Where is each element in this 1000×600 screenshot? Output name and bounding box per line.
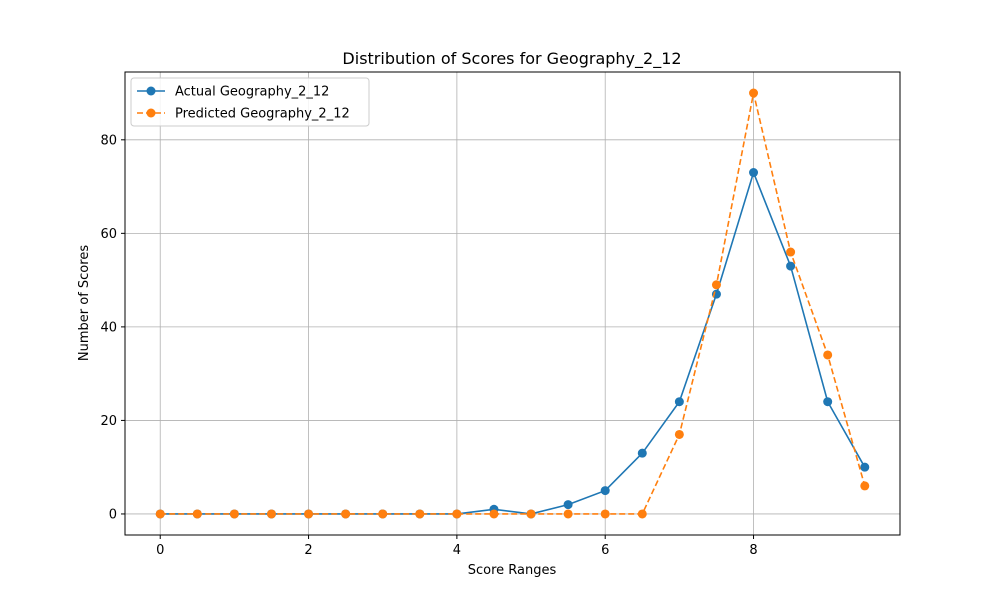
data-point-series-2: [192, 509, 202, 519]
data-point-series-2: [674, 429, 684, 439]
legend-box: [130, 77, 370, 127]
y-tick-label: 20: [100, 414, 117, 429]
y-axis-label: Number of Scores: [77, 245, 92, 361]
data-point-series-2: [341, 509, 351, 519]
x-tick-label: 6: [601, 543, 609, 558]
data-point-series-2: [415, 509, 425, 519]
y-tick-label: 60: [100, 227, 117, 242]
legend-marker-1: [146, 86, 156, 96]
x-axis: 0 2 4 6 8: [156, 535, 758, 558]
data-point-series-2: [600, 509, 610, 519]
plot-frame: [124, 71, 901, 536]
chart-title: Distribution of Scores for Geography_2_1…: [342, 49, 681, 69]
x-tick-label: 0: [156, 543, 164, 558]
data-point-series-1: [637, 448, 647, 458]
y-tick-label: 0: [109, 507, 117, 522]
series-line-2: [160, 92, 866, 515]
data-point-series-1: [563, 500, 573, 510]
data-point-series-1: [860, 462, 870, 472]
data-point-series-2: [304, 509, 314, 519]
data-point-series-2: [563, 509, 573, 519]
data-point-series-2: [711, 280, 721, 290]
y-axis: 0 20 40 60 80: [100, 133, 125, 522]
data-point-series-1: [823, 397, 833, 407]
data-point-series-2: [637, 509, 647, 519]
data-point-series-2: [155, 509, 165, 519]
data-point-series-2: [229, 509, 239, 519]
x-tick-label: 4: [453, 543, 461, 558]
series-layer: [155, 88, 870, 519]
legend-marker-2: [146, 108, 156, 118]
data-point-series-2: [860, 481, 870, 491]
data-point-series-2: [266, 509, 276, 519]
data-point-series-1: [600, 486, 610, 496]
data-point-series-2: [526, 509, 536, 519]
data-point-series-2: [378, 509, 388, 519]
data-point-series-1: [749, 168, 759, 178]
y-tick-label: 80: [100, 133, 117, 148]
data-point-series-2: [823, 350, 833, 360]
x-axis-label: Score Ranges: [468, 563, 557, 578]
data-point-series-2: [749, 88, 759, 98]
x-tick-label: 8: [749, 543, 757, 558]
data-point-series-1: [674, 397, 684, 407]
y-tick-label: 40: [100, 320, 117, 335]
data-point-series-2: [786, 247, 796, 257]
legend-label-1: Actual Geography_2_12: [175, 85, 329, 100]
legend-label-2: Predicted Geography_2_12: [175, 107, 350, 122]
data-point-series-2: [489, 509, 499, 519]
data-point-series-2: [452, 509, 462, 519]
x-tick-label: 2: [304, 543, 312, 558]
legend: Actual Geography_2_12 Predicted Geography…: [130, 77, 370, 127]
data-point-series-1: [786, 261, 796, 271]
